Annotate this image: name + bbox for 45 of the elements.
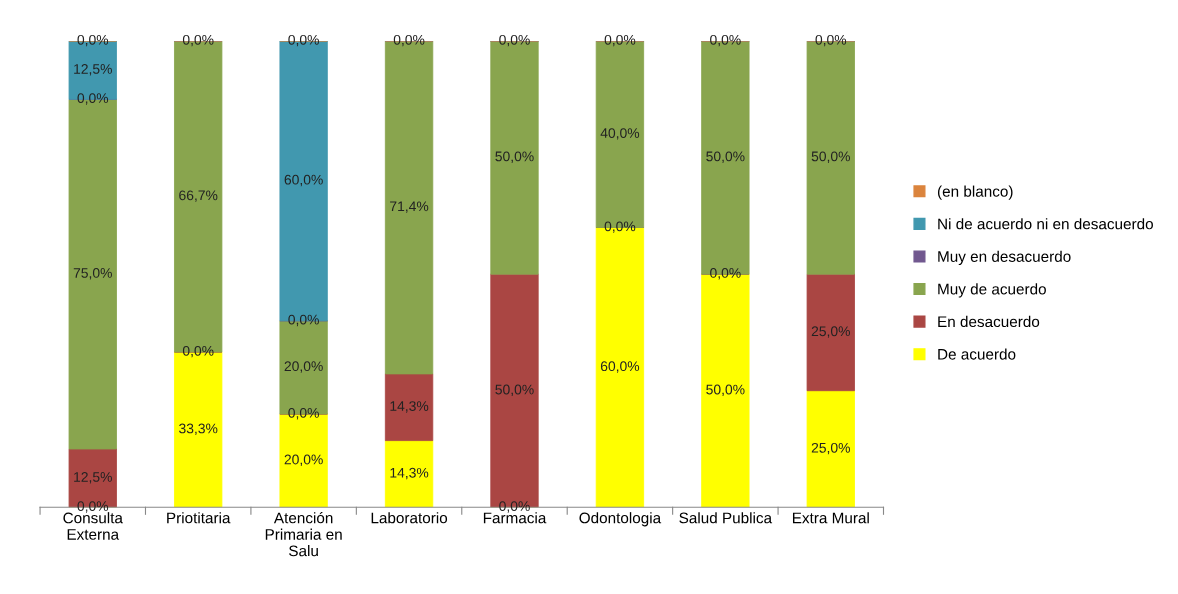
data-label: 0,0% — [288, 314, 319, 327]
data-label: 33,3% — [179, 423, 218, 436]
x-tick-label: Salud Publica — [679, 512, 773, 524]
data-label: 0,0% — [499, 34, 530, 47]
legend-label: De acuerdo — [938, 348, 1016, 360]
data-label: 14,3% — [390, 467, 429, 480]
data-label: 0,0% — [182, 34, 214, 47]
data-label: 40,0% — [600, 128, 640, 140]
data-label: 50,0% — [706, 384, 745, 397]
data-label: 0,0% — [604, 34, 636, 47]
data-label: 25,0% — [811, 326, 850, 338]
data-label: 0,0% — [77, 501, 109, 513]
data-label: 71,4% — [390, 201, 429, 213]
data-label: 50,0% — [495, 384, 534, 397]
data-label: 0,0% — [393, 34, 425, 47]
legend-label: Muy en desacuerdo — [938, 250, 1071, 265]
legend-label: En desacuerdo — [938, 315, 1040, 328]
data-label: 0,0% — [815, 34, 847, 47]
x-tick-label: Atención Primaria en Salu — [265, 511, 342, 557]
data-label: 60,0% — [284, 174, 323, 187]
data-label: 0,0% — [288, 34, 319, 47]
data-label: 14,3% — [390, 401, 429, 413]
data-label: 20,0% — [284, 454, 323, 467]
data-label: 50,0% — [811, 151, 850, 163]
x-tick-label: Extra Mural — [792, 512, 869, 524]
legend-label: (en blanco) — [937, 185, 1013, 200]
x-tick-label: Farmacia — [483, 512, 547, 524]
x-tick-label: Laboratorio — [371, 512, 448, 524]
legend-label: Ni de acuerdo ni en desacuerdo — [938, 218, 1153, 230]
data-label: 12,5% — [74, 64, 112, 76]
data-label: 50,0% — [495, 151, 534, 163]
data-label: 12,5% — [74, 472, 112, 484]
data-label: 0,0% — [77, 34, 109, 47]
data-label: 66,7% — [179, 190, 218, 202]
data-label: 25,0% — [811, 442, 850, 455]
x-tick-label: Consulta Externa — [63, 512, 123, 540]
data-label: 75,0% — [73, 268, 112, 280]
data-label: 60,0% — [600, 361, 640, 373]
x-tick-label: Priotitaria — [167, 512, 231, 524]
x-tick-label: Odontologia — [579, 512, 662, 527]
data-label: 20,0% — [284, 361, 323, 373]
data-label: 0,0% — [499, 501, 530, 513]
data-label: 0,0% — [710, 34, 741, 47]
data-label: 50,0% — [706, 151, 745, 163]
legend-label: Muy de acuerdo — [938, 283, 1046, 298]
